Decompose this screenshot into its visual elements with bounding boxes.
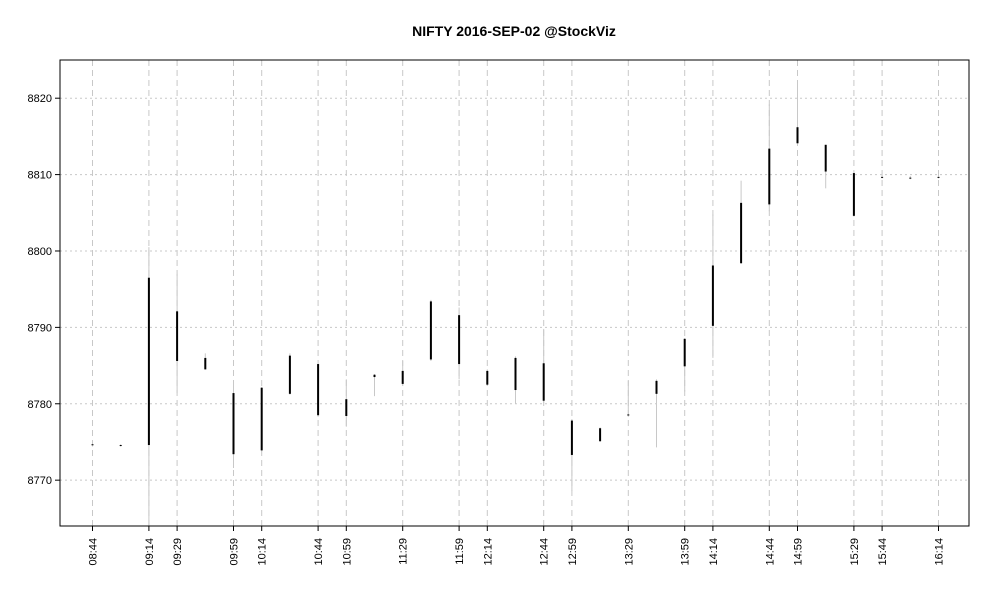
candle-body <box>317 364 320 416</box>
candle-body <box>401 370 404 384</box>
plot-frame <box>59 59 970 527</box>
x-axis: 08:44 09:14 09:29 09:59 10:14 10:44 10:59 11:29… <box>88 526 946 566</box>
y-tick-label: 8790 <box>28 322 52 334</box>
candle-body <box>655 380 658 394</box>
x-tick-label: 08:44 <box>88 538 100 566</box>
x-tick-label: 14:44 <box>764 538 776 566</box>
y-tick-label: 8780 <box>28 399 52 411</box>
x-tick-label: 12:14 <box>482 538 494 566</box>
candle-body <box>345 399 348 416</box>
y-tick-label: 8770 <box>28 475 52 487</box>
candle-body <box>824 144 827 172</box>
x-tick-label: 12:44 <box>539 538 551 566</box>
candle-body <box>514 357 517 391</box>
candle-body <box>909 177 912 179</box>
x-tick-label: 14:59 <box>793 538 805 566</box>
candle-body <box>711 265 714 326</box>
x-tick-label: 13:59 <box>680 538 692 566</box>
candle-body <box>288 355 291 394</box>
y-tick-label: 8810 <box>28 170 52 182</box>
grid-layer <box>60 60 969 526</box>
candle-body <box>937 176 940 178</box>
x-tick-label: 09:14 <box>144 538 156 566</box>
x-tick-label: 09:29 <box>172 538 184 566</box>
candle-body <box>542 363 545 401</box>
y-tick-label: 8800 <box>28 246 52 258</box>
x-tick-label: 11:59 <box>454 538 466 565</box>
candle-body <box>881 176 884 178</box>
candle-body <box>627 414 630 416</box>
y-tick-label: 8820 <box>28 93 52 105</box>
candle-body <box>740 202 743 264</box>
candle-body <box>458 315 461 365</box>
candle-body <box>570 420 573 455</box>
candle-body <box>232 393 235 455</box>
candle-body <box>429 301 432 360</box>
candle-body <box>373 374 376 378</box>
x-tick-label: 10:44 <box>313 538 325 566</box>
x-tick-label: 14:14 <box>708 538 720 566</box>
x-tick-label: 15:29 <box>849 538 861 566</box>
x-tick-label: 16:14 <box>934 538 946 566</box>
x-tick-label: 10:14 <box>257 538 269 566</box>
candle-body <box>119 445 122 447</box>
candle-body <box>683 338 686 367</box>
candle-body <box>796 127 799 144</box>
candle-body <box>599 428 602 442</box>
x-tick-label: 10:59 <box>341 538 353 566</box>
y-axis: 8770 8780 8790 8800 8810 8820 <box>28 93 60 487</box>
candle-body <box>486 370 489 385</box>
candle-body <box>260 387 263 451</box>
candle-body <box>768 148 771 205</box>
candle-body <box>147 277 150 446</box>
candle-body <box>176 311 179 361</box>
chart-title: NIFTY 2016-SEP-02 @StockViz <box>412 23 616 39</box>
candle-body <box>852 173 855 216</box>
candle-layer <box>91 85 940 526</box>
candle-body <box>204 357 207 370</box>
x-tick-label: 15:44 <box>877 538 889 566</box>
x-tick-label: 12:59 <box>567 538 579 566</box>
candle-body <box>91 444 94 446</box>
x-tick-label: 09:59 <box>229 538 241 566</box>
x-tick-label: 11:29 <box>398 538 410 565</box>
x-tick-label: 13:29 <box>623 538 635 566</box>
